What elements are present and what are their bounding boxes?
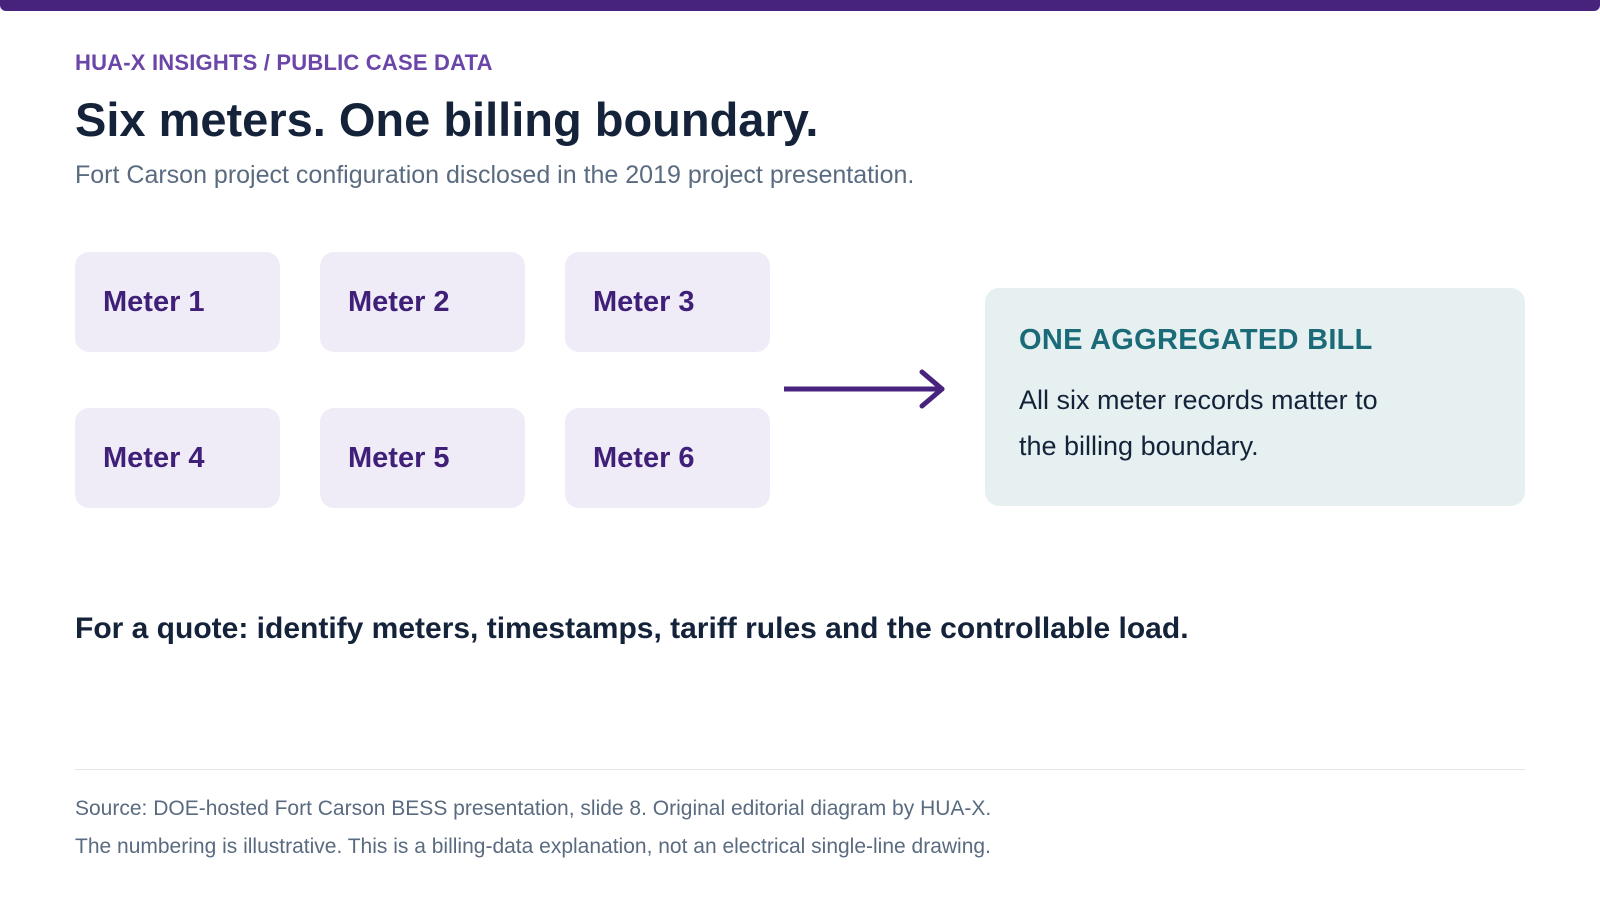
footer-divider	[75, 769, 1525, 770]
quote-callout: For a quote: identify meters, timestamps…	[75, 612, 1189, 645]
meter-box-5: Meter 5	[320, 408, 525, 508]
bill-title: ONE AGGREGATED BILL	[1019, 324, 1373, 356]
source-note-line-2: The numbering is illustrative. This is a…	[75, 835, 991, 858]
source-note-line-1: Source: DOE-hosted Fort Carson BESS pres…	[75, 797, 992, 820]
meter-label: Meter 6	[593, 441, 695, 474]
page-subtitle: Fort Carson project configuration disclo…	[75, 161, 915, 189]
meter-label: Meter 5	[348, 441, 450, 474]
meter-box-1: Meter 1	[75, 252, 280, 352]
meter-box-2: Meter 2	[320, 252, 525, 352]
top-accent-bar	[0, 0, 1600, 11]
meter-label: Meter 3	[593, 285, 695, 318]
page-title: Six meters. One billing boundary.	[75, 93, 819, 146]
meter-box-4: Meter 4	[75, 408, 280, 508]
meter-label: Meter 1	[103, 285, 205, 318]
meter-label: Meter 2	[348, 285, 450, 318]
meter-box-3: Meter 3	[565, 252, 770, 352]
bill-description: All six meter records matter to the bill…	[1019, 385, 1378, 461]
aggregated-bill-card: ONE AGGREGATED BILL All six meter record…	[985, 288, 1525, 506]
eyebrow-label: HUA-X INSIGHTS / PUBLIC CASE DATA	[75, 50, 493, 75]
meter-box-6: Meter 6	[565, 408, 770, 508]
arrow-right-icon	[784, 369, 945, 409]
meter-label: Meter 4	[103, 441, 205, 474]
